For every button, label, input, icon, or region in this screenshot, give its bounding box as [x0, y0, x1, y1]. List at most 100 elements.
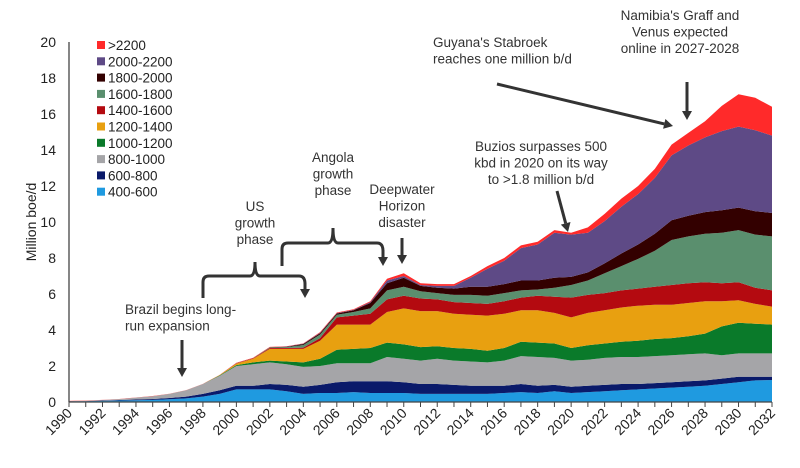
legend-label: 1200-1400 [108, 120, 173, 135]
annotation-us: US growth phase [235, 199, 276, 247]
y-tick-label: 0 [48, 394, 56, 410]
x-tick-label: 2016 [477, 405, 510, 438]
y-tick-label: 4 [48, 322, 56, 338]
y-tick-label: 18 [40, 70, 56, 86]
x-tick-label: 2032 [745, 405, 778, 438]
area-1200-1400 [69, 300, 772, 402]
x-tick-label: 2000 [209, 405, 242, 438]
legend-swatch [97, 89, 105, 98]
deepwater-arrow-head [397, 255, 407, 264]
annotation-guyana: Guyana's Stabroek reaches one million b/d [433, 35, 572, 67]
annotation-line: Horizon [379, 199, 426, 214]
x-tick-label: 1996 [142, 405, 175, 438]
annotation-line: phase [315, 183, 352, 198]
angola-brace-arrow-head [378, 257, 388, 266]
annotation-line: Buzios surpasses 500 [475, 139, 607, 154]
legend-label: 800-1000 [108, 152, 165, 167]
angola-brace [280, 227, 385, 266]
area-layer [69, 94, 772, 402]
y-tick-label: 20 [40, 34, 56, 50]
x-tick-label: 2004 [276, 405, 309, 438]
x-tick-label: 2006 [310, 405, 343, 438]
x-tick-label: 1998 [176, 405, 209, 438]
y-tick-label: 10 [40, 214, 56, 230]
brazil-arrow-head [177, 368, 187, 377]
legend-item: 1800-2000 [97, 71, 173, 86]
legend-item: >2200 [97, 38, 146, 53]
legend-item: 1000-1200 [97, 136, 173, 151]
x-tick-label: 2002 [243, 405, 276, 438]
annotation-line: Guyana's Stabroek [433, 35, 548, 50]
area-2000-2200 [69, 126, 772, 402]
annotation-line: Deepwater [369, 182, 435, 197]
x-tick-label: 2020 [544, 405, 577, 438]
legend-item: 800-1000 [97, 152, 165, 167]
legend-label: 2000-2200 [108, 54, 173, 69]
legend-item: 400-600 [97, 185, 158, 200]
area-1400-1600 [69, 282, 772, 402]
annotation-line: phase [237, 232, 274, 247]
y-tick-label: 14 [40, 142, 56, 158]
area-1600-1800 [69, 230, 772, 402]
annotation-line: US [246, 199, 265, 214]
us-brace [201, 261, 307, 298]
legend-label: 1800-2000 [108, 71, 173, 86]
legend-label: 400-600 [108, 185, 158, 200]
y-tick-label: 16 [40, 106, 56, 122]
legend-label: >2200 [108, 38, 146, 53]
legend-item: 600-800 [97, 168, 158, 183]
annotation-deepwater: Deepwater Horizon disaster [369, 182, 435, 230]
annotation-buzios: Buzios surpasses 500 kbd in 2020 on its w… [474, 139, 608, 187]
annotation-arrows [177, 82, 692, 377]
annotation-line: kbd in 2020 on its way [474, 156, 608, 171]
annotation-line: growth [235, 216, 276, 231]
annotation-line: to >1.8 million b/d [488, 172, 594, 187]
x-tick-label: 2030 [711, 405, 744, 438]
x-tick-label: 2010 [377, 405, 410, 438]
x-tick-label: 2014 [443, 405, 476, 438]
x-tick-label: 1990 [42, 405, 75, 438]
annotation-line: Namibia's Graff and [621, 8, 740, 23]
annotations: Brazil begins long-run expansion US growth… [125, 8, 739, 334]
y-axis-label: Million boe/d [23, 183, 39, 262]
x-tick-label: 1994 [109, 405, 142, 438]
x-tick-label: 2028 [678, 405, 711, 438]
legend-item: 1400-1600 [97, 103, 173, 118]
guyana-arrow [496, 82, 665, 126]
legend-swatch [97, 41, 105, 49]
x-tick-label: 1992 [75, 405, 108, 438]
legend-swatch [97, 155, 105, 164]
legend-item: 1200-1400 [97, 120, 173, 135]
annotation-line: Venus expected [632, 25, 728, 40]
legend-swatch [97, 187, 105, 196]
legend-item: 1600-1800 [97, 87, 173, 102]
x-tick-label: 2024 [611, 405, 644, 438]
x-tick-label: 2008 [343, 405, 376, 438]
annotation-angola: Angola growth phase [312, 150, 355, 198]
buzios-arrow [555, 190, 568, 224]
annotation-line: Brazil begins long- [125, 302, 236, 317]
annotation-line: run expansion [125, 319, 210, 334]
legend-swatch [97, 73, 105, 82]
y-tick-label: 12 [40, 178, 56, 194]
area-gt-2200 [69, 94, 772, 402]
namibia-arrow-head [682, 111, 692, 120]
annotation-line: reaches one million b/d [433, 52, 572, 67]
annotation-namibia: Namibia's Graff and Venus expected online … [621, 8, 740, 56]
us-brace-arrow-head [300, 289, 310, 298]
x-tick-label: 2026 [644, 405, 677, 438]
annotation-line: disaster [378, 215, 426, 230]
y-tick-label: 6 [48, 286, 56, 302]
legend-swatch [97, 138, 105, 147]
guyana-arrow-head [663, 119, 673, 129]
buzios-arrow-head [560, 222, 571, 232]
x-tick-label: 2012 [410, 405, 443, 438]
y-tick-label: 2 [48, 358, 56, 374]
legend-label: 600-800 [108, 168, 158, 183]
annotation-brazil: Brazil begins long-run expansion [125, 302, 236, 334]
legend-label: 1000-1200 [108, 136, 173, 151]
legend-swatch [97, 171, 105, 180]
legend-swatch [97, 122, 105, 131]
x-tick-label: 2018 [510, 405, 543, 438]
